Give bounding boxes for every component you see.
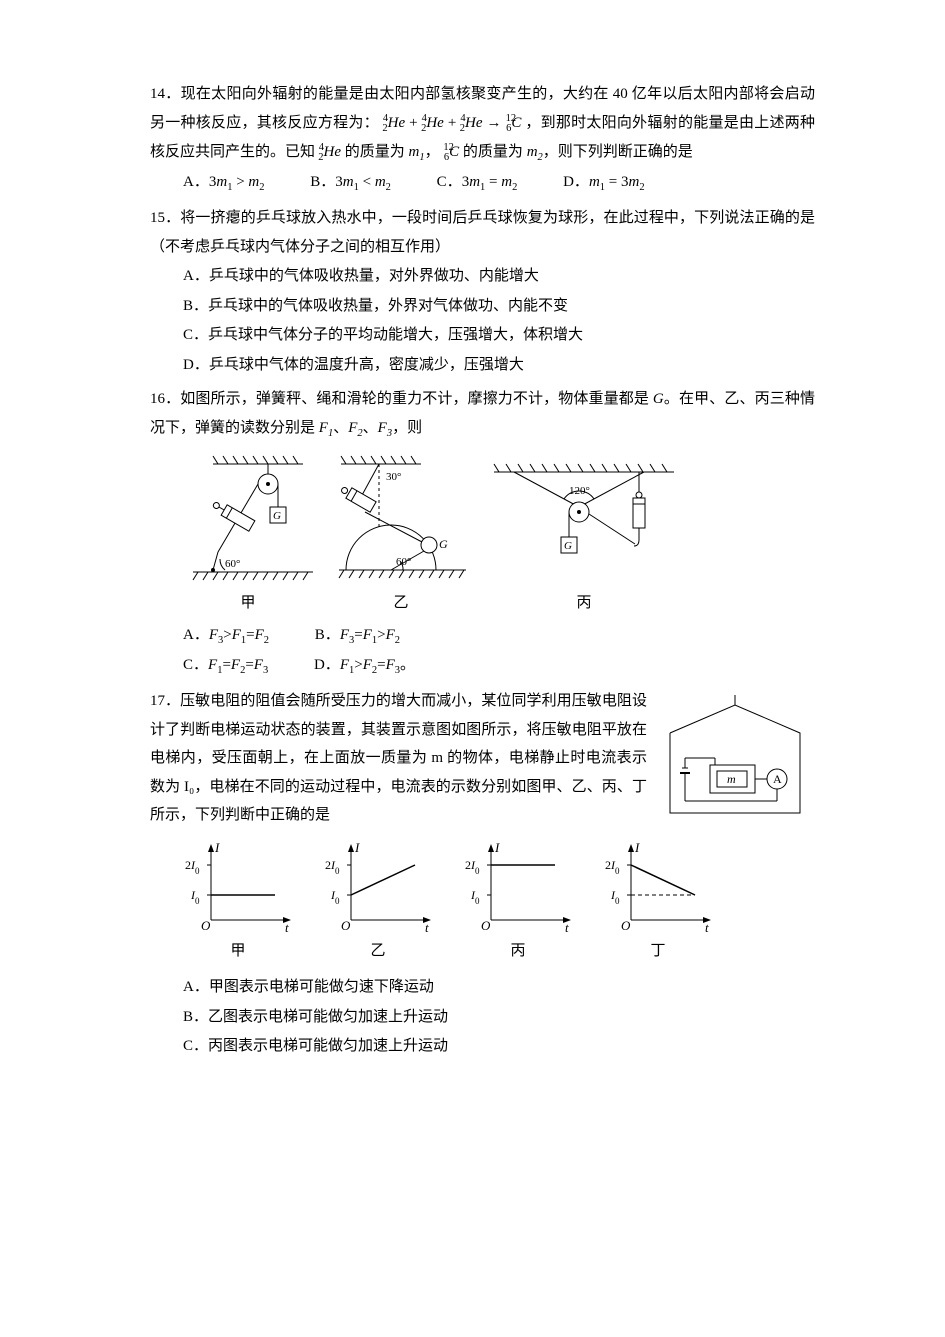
q17-cap-jia: 甲 [183, 937, 293, 966]
q17-graph-jia: It O 2I0 I0 甲 [183, 840, 293, 966]
q17-graph-ding: It O 2I0 I0 丁 [603, 840, 713, 966]
q16-body: 16．如图所示，弹簧秤、绳和滑轮的重力不计，摩擦力不计，物体重量都是 G。在甲、… [150, 385, 815, 443]
q15-opt-c: C．乒乓球中气体分子的平均动能增大，压强增大，体积增大 [183, 321, 815, 350]
q14-options: A．3m1 > m2 B．3m1 < m2 C．3m1 = m2 D．m1 = … [150, 168, 815, 198]
q14-opt-c: C．3m1 = m2 [437, 168, 518, 198]
q16-opt-a: A．F3>F1=F2 [183, 621, 269, 651]
q16-fig-yi: 30° [331, 452, 471, 618]
q15-number: 15． [150, 210, 180, 226]
svg-text:O: O [201, 918, 211, 933]
q17-graph-yi: It O 2I0 I0 乙 [323, 840, 433, 966]
q17-opt-a: A．甲图表示电梯可能做匀速下降运动 [183, 973, 815, 1002]
svg-text:t: t [705, 920, 709, 935]
question-17: 17．压敏电阻的阻值会随所受压力的增大而减小，某位同学利用压敏电阻设计了判断电梯… [150, 687, 815, 1061]
q16-F3: F3 [378, 420, 392, 436]
q16-cap-yi: 乙 [331, 589, 471, 618]
q16-fig-jia: G [183, 452, 313, 618]
svg-text:I0: I0 [190, 888, 200, 906]
q14-text-e: 的质量为 [459, 144, 527, 160]
q16-ang120: 120° [569, 485, 590, 497]
q15-opt-a: A．乒乓球中的气体吸收热量，对外界做功、内能增大 [183, 262, 815, 291]
q16-svg-bing: 120° G [489, 452, 679, 587]
q17-opt-b: B．乙图表示电梯可能做匀加速上升运动 [183, 1003, 815, 1032]
q17-opt-c: C．丙图表示电梯可能做匀加速上升运动 [183, 1032, 815, 1061]
q16-text-a: 如图所示，弹簧秤、绳和滑轮的重力不计，摩擦力不计，物体重量都是 [180, 391, 653, 407]
q17-cap-ding: 丁 [603, 937, 713, 966]
q15-text: 将一挤瘪的乒乓球放入热水中，一段时间后乒乓球恢复为球形，在此过程中，下列说法正确… [150, 210, 815, 255]
q16-figures: G [150, 452, 815, 618]
question-14: 14．现在太阳向外辐射的能量是由太阳内部氢核聚变产生的，大约在 40 亿年以后太… [150, 80, 815, 198]
q17-A-label: A [773, 772, 782, 786]
q14-m1: m1 [409, 144, 425, 160]
svg-text:O: O [621, 918, 631, 933]
q14-c12: 126C [443, 144, 459, 160]
svg-text:G: G [273, 510, 281, 522]
q15-opt-b: B．乒乓球中的气体吸收热量，外界对气体做功、内能不变 [183, 292, 815, 321]
q15-body: 15．将一挤瘪的乒乓球放入热水中，一段时间后乒乓球恢复为球形，在此过程中，下列说… [150, 204, 815, 261]
q14-opt-a: A．3m1 > m2 [183, 168, 265, 198]
q14-text-c: 的质量为 [341, 144, 409, 160]
svg-text:O: O [481, 918, 491, 933]
q17-device-figure: m A [655, 693, 815, 823]
q17-cap-yi: 乙 [323, 937, 433, 966]
q16-options-row1: A．F3>F1=F2 B．F3=F1>F2 [150, 621, 815, 651]
svg-text:I0: I0 [470, 888, 480, 906]
q14-number: 14． [150, 86, 181, 102]
q17-cap-bing: 丙 [463, 937, 573, 966]
q17-graphs: ItO2I0I0 甲 ItO2I0I0 乙 ItO2I0I0 丙 ItO2I0I… [150, 840, 815, 966]
svg-text:2I0: 2I0 [605, 858, 620, 876]
svg-text:I: I [634, 840, 640, 855]
q14-eq: 42He + 42He + 42He → 126C [383, 115, 526, 131]
svg-text:I0: I0 [610, 888, 620, 906]
q16-F1: F1 [319, 420, 333, 436]
q14-he: 42He [319, 144, 341, 160]
q16-cap-jia: 甲 [183, 589, 313, 618]
svg-text:2I0: 2I0 [325, 858, 340, 876]
q16-ang30: 30° [386, 471, 401, 483]
q17-text: 压敏电阻的阻值会随所受压力的增大而减小，某位同学利用压敏电阻设计了判断电梯运动状… [150, 693, 647, 823]
q16-opt-c: C．F1=F2=F3 [183, 651, 268, 681]
q14-text-f: ，则下列判断正确的是 [543, 144, 693, 160]
q14-text-d: ， [425, 144, 440, 160]
svg-text:G: G [439, 537, 448, 551]
q16-text-c: ，则 [392, 420, 422, 436]
q16-fig-bing: 120° G [489, 452, 679, 618]
svg-text:I: I [354, 840, 360, 855]
q16-F2: F2 [348, 420, 362, 436]
svg-text:2I0: 2I0 [465, 858, 480, 876]
q16-ang60-yi: 60° [396, 556, 411, 568]
q16-opt-b: B．F3=F1>F2 [315, 621, 400, 651]
q17-number: 17． [150, 693, 180, 709]
question-16: 16．如图所示，弹簧秤、绳和滑轮的重力不计，摩擦力不计，物体重量都是 G。在甲、… [150, 385, 815, 681]
q16-G: G [653, 391, 664, 407]
q14-opt-d: D．m1 = 3m2 [563, 168, 645, 198]
q16-svg-jia: G [183, 452, 313, 587]
q16-number: 16． [150, 391, 180, 407]
svg-text:t: t [565, 920, 569, 935]
svg-text:G: G [564, 540, 572, 552]
q16-options-row2: C．F1=F2=F3 D．F1>F2=F3。 [150, 651, 815, 681]
svg-text:O: O [341, 918, 351, 933]
q17-options: A．甲图表示电梯可能做匀速下降运动 B．乙图表示电梯可能做匀加速上升运动 C．丙… [150, 973, 815, 1061]
svg-text:t: t [425, 920, 429, 935]
q15-options: A．乒乓球中的气体吸收热量，对外界做功、内能增大 B．乒乓球中的气体吸收热量，外… [150, 262, 815, 379]
q17-m-label: m [727, 772, 736, 786]
q17-body: 17．压敏电阻的阻值会随所受压力的增大而减小，某位同学利用压敏电阻设计了判断电梯… [150, 687, 647, 830]
q14-body: 14．现在太阳向外辐射的能量是由太阳内部氢核聚变产生的，大约在 40 亿年以后太… [150, 80, 815, 168]
q17-graph-bing: It O 2I0 I0 丙 [463, 840, 573, 966]
q16-cap-bing: 丙 [489, 589, 679, 618]
question-15: 15．将一挤瘪的乒乓球放入热水中，一段时间后乒乓球恢复为球形，在此过程中，下列说… [150, 204, 815, 379]
q14-opt-b: B．3m1 < m2 [310, 168, 391, 198]
q16-ang60-jia: 60° [225, 558, 240, 570]
svg-text:I0: I0 [330, 888, 340, 906]
q14-m2: m2 [527, 144, 543, 160]
svg-text:I: I [494, 840, 500, 855]
svg-text:I: I [214, 840, 220, 855]
svg-text:t: t [285, 920, 289, 935]
svg-text:2I0: 2I0 [185, 858, 200, 876]
q16-svg-yi: 30° [331, 452, 471, 587]
q16-opt-d: D．F1>F2=F3。 [314, 651, 415, 681]
q15-opt-d: D．乒乓球中气体的温度升高，密度减少，压强增大 [183, 351, 815, 380]
